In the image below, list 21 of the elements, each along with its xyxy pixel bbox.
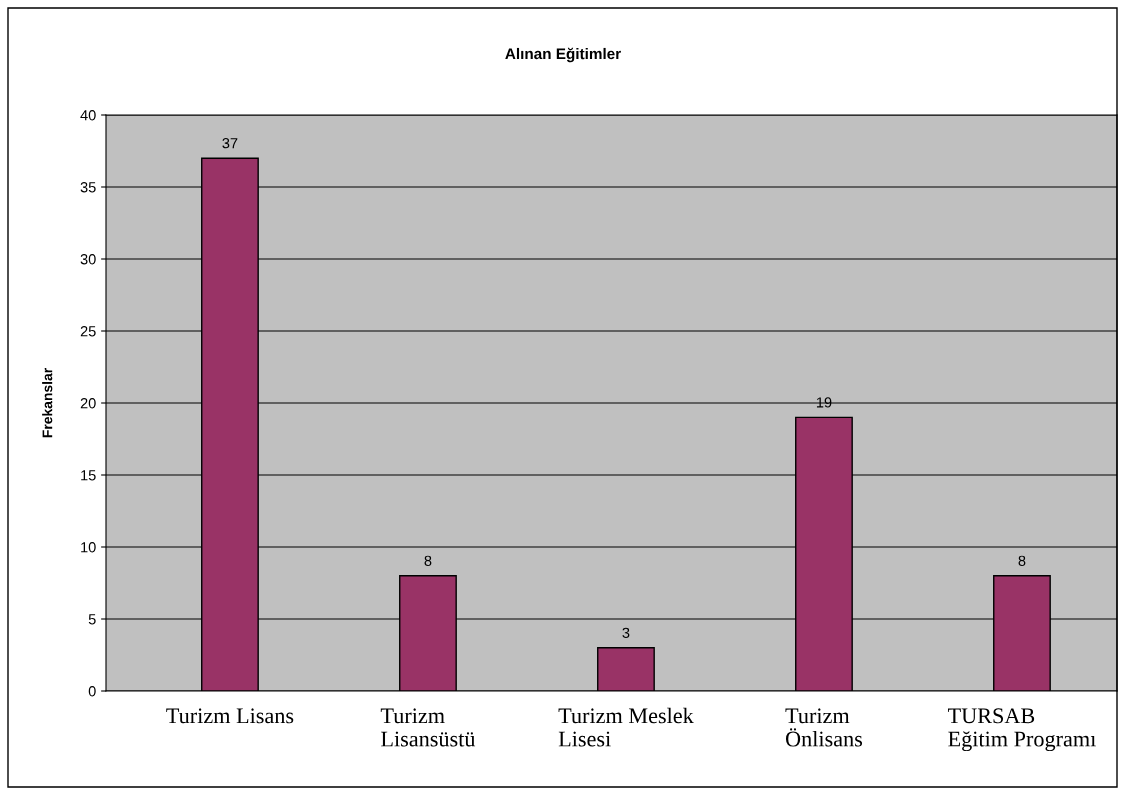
x-tick-label: TURSAB Eğitim Programı	[947, 708, 1096, 752]
y-tick-label: 5	[88, 614, 96, 625]
data-label: 8	[424, 555, 432, 566]
y-tick-label: 30	[80, 254, 96, 265]
y-tick-label: 20	[80, 398, 96, 409]
data-label: 3	[622, 627, 630, 638]
data-label: 19	[816, 397, 832, 408]
data-label: 37	[222, 138, 238, 149]
y-tick-label: 25	[80, 326, 96, 337]
y-tick-label: 10	[81, 542, 96, 553]
x-tick-label: Turizm Lisans	[166, 708, 294, 724]
data-label: 8	[1018, 555, 1026, 566]
y-axis-title: Frekanslar	[42, 368, 53, 438]
x-tick-label: Turizm Önlisans	[785, 708, 863, 747]
y-tick-label: 15	[81, 470, 96, 481]
y-tick-label: 40	[80, 110, 96, 121]
y-tick-label: 0	[88, 686, 96, 697]
chart-title: Alınan Eğitimler	[505, 47, 621, 63]
x-tick-label: Turizm Lisansüstü	[380, 708, 476, 747]
x-tick-label: Turizm Meslek Lisesi	[558, 707, 694, 747]
y-tick-label: 35	[80, 182, 96, 193]
